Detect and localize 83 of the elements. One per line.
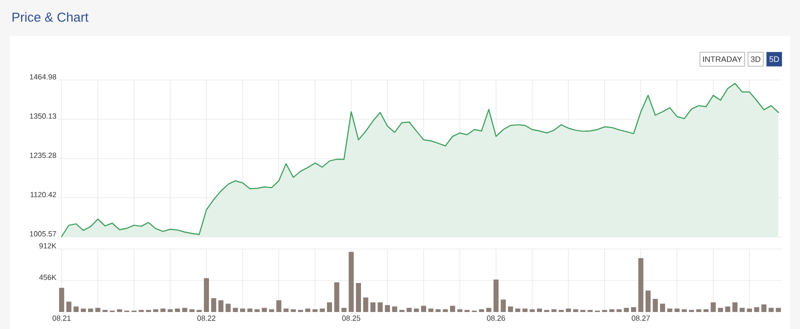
bar — [95, 308, 100, 312]
bar — [740, 308, 745, 312]
bar — [710, 302, 716, 312]
bar — [232, 308, 238, 312]
bar — [363, 297, 368, 312]
bar — [414, 308, 419, 312]
bar — [88, 308, 94, 312]
bar — [348, 252, 354, 312]
bar — [725, 306, 730, 312]
bar — [341, 308, 347, 312]
bar — [508, 306, 514, 312]
bar — [551, 309, 556, 312]
bar — [646, 290, 651, 312]
bar — [479, 309, 484, 312]
bar — [189, 309, 194, 312]
bar — [486, 308, 492, 312]
bar — [674, 308, 680, 312]
bar — [247, 308, 252, 312]
bar — [703, 309, 709, 312]
bar — [754, 307, 760, 312]
bar — [500, 300, 506, 312]
bar — [218, 300, 224, 312]
bar — [442, 309, 448, 312]
bar — [269, 309, 274, 312]
bar — [682, 309, 687, 312]
bar — [59, 288, 64, 312]
bar — [536, 308, 542, 312]
bar — [80, 308, 86, 312]
bar — [406, 308, 412, 312]
bar — [768, 308, 774, 312]
bar — [436, 309, 441, 312]
bar — [174, 308, 180, 312]
bar — [356, 282, 361, 312]
bar — [638, 258, 644, 312]
bar — [624, 308, 629, 312]
bar — [696, 309, 702, 312]
bar — [631, 307, 636, 312]
bar — [616, 309, 622, 312]
bar — [457, 309, 462, 312]
bar — [776, 308, 781, 312]
bar — [204, 278, 209, 312]
bar — [312, 309, 318, 312]
bar — [66, 302, 72, 312]
bar — [667, 308, 672, 312]
bar — [566, 308, 571, 312]
bar — [320, 308, 325, 312]
bar — [718, 308, 724, 312]
bar — [254, 309, 260, 312]
bar — [450, 306, 456, 312]
bar — [226, 304, 231, 312]
bar — [182, 308, 188, 312]
bar — [761, 304, 766, 312]
bar — [262, 308, 267, 312]
bar — [153, 309, 158, 312]
bar — [284, 308, 289, 312]
bar — [522, 308, 528, 312]
bar — [660, 304, 666, 312]
bar — [74, 306, 79, 312]
bar — [240, 308, 246, 312]
bar — [276, 300, 282, 312]
bar — [305, 308, 310, 312]
bar — [652, 298, 658, 312]
bar — [421, 306, 426, 312]
bar — [530, 309, 535, 312]
bar — [326, 302, 332, 312]
bar — [493, 280, 499, 312]
bar — [392, 306, 398, 312]
bar — [573, 309, 578, 312]
bar — [211, 298, 216, 312]
bar — [168, 309, 173, 312]
bar — [160, 308, 166, 312]
bar — [290, 309, 296, 312]
bar — [384, 305, 390, 312]
bar — [428, 308, 434, 312]
bar — [746, 308, 752, 312]
bar — [732, 302, 738, 312]
bar — [609, 309, 614, 312]
bar — [370, 302, 376, 312]
bar — [378, 302, 383, 312]
bar — [117, 309, 122, 312]
chart-title: Price & Chart — [12, 12, 88, 22]
bar — [515, 308, 520, 312]
bar — [334, 282, 340, 312]
